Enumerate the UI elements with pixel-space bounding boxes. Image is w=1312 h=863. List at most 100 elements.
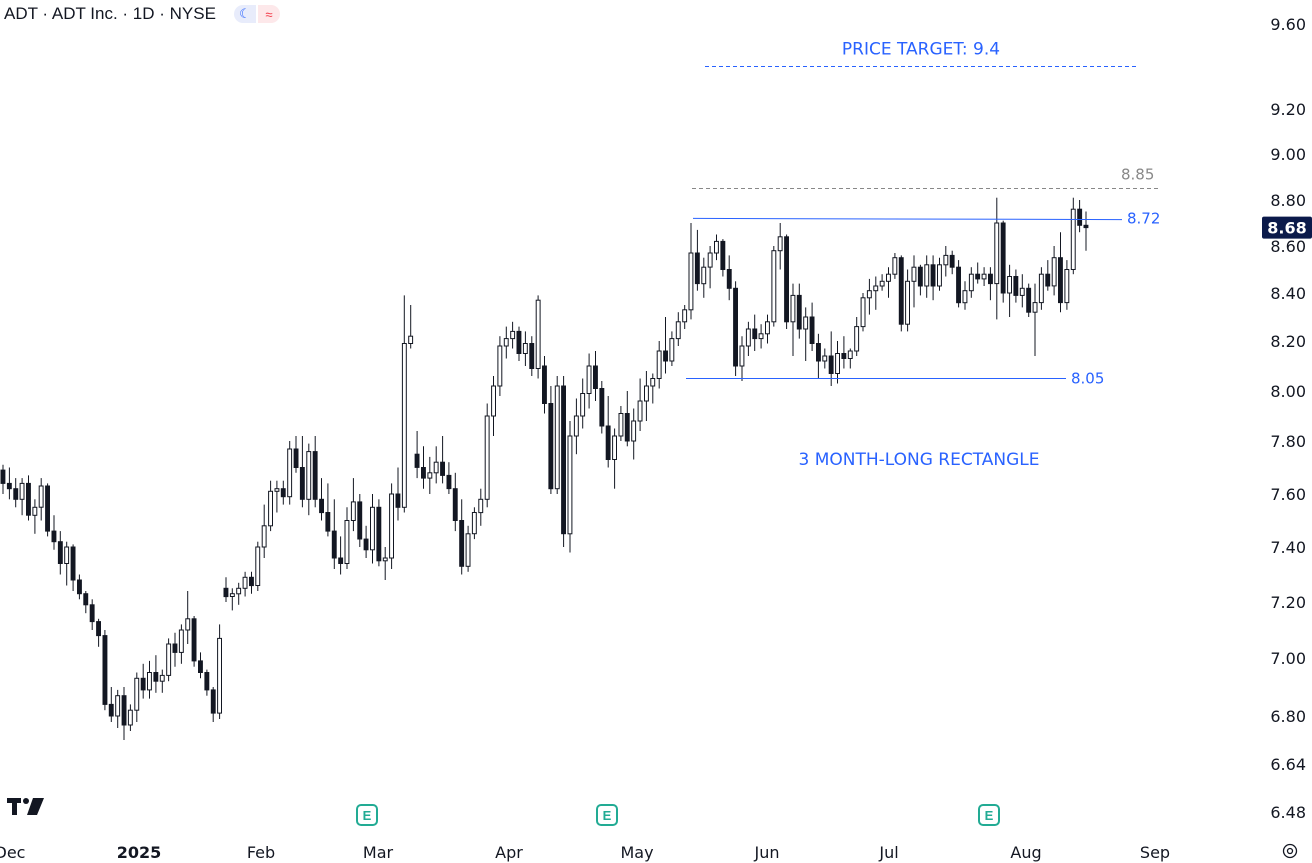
candle-body <box>656 350 662 379</box>
x-axis-tick-label: Feb <box>247 843 275 862</box>
candle-body <box>937 264 942 287</box>
x-axis-tick-label: Apr <box>495 843 523 862</box>
candle <box>382 547 388 580</box>
candle <box>554 376 560 494</box>
x-axis-tick-label: Jun <box>754 843 780 862</box>
gear-icon[interactable] <box>1281 842 1299 860</box>
candle-body <box>363 538 369 551</box>
candle <box>714 234 719 261</box>
x-axis-tick-label: 2025 <box>117 843 162 862</box>
candle <box>57 531 63 575</box>
candle-body <box>185 618 191 631</box>
tradingview-logo-icon[interactable] <box>6 794 46 818</box>
candle-body <box>873 285 879 292</box>
moon-icon[interactable]: ☾ <box>233 5 256 23</box>
candle <box>911 255 917 308</box>
candle-body <box>599 388 605 427</box>
candle-body <box>26 482 31 516</box>
candle <box>981 267 987 286</box>
candle <box>159 669 165 693</box>
candle <box>357 494 363 547</box>
candle-body <box>707 252 713 268</box>
candle-body <box>108 703 114 717</box>
candle <box>0 464 6 494</box>
candle <box>127 704 133 731</box>
candle-body <box>115 695 121 717</box>
candle-body <box>471 512 477 535</box>
candle <box>236 582 242 605</box>
candle <box>115 689 121 728</box>
header-toggles: ☾ ≈ <box>233 5 280 23</box>
candle <box>733 281 738 376</box>
candle <box>299 436 305 508</box>
y-axis-tick-label: 6.64 <box>1270 755 1306 774</box>
candle-body <box>554 385 560 490</box>
candle <box>612 428 617 489</box>
candle <box>567 421 573 553</box>
y-axis-tick-label: 6.48 <box>1270 803 1306 822</box>
candle <box>796 283 802 339</box>
candle <box>153 655 159 693</box>
candle <box>924 255 930 298</box>
candle <box>975 262 981 284</box>
candle <box>510 321 516 349</box>
x-axis[interactable]: Dec 2025 Feb Mar Apr May Jun Jul Aug Sep <box>0 843 1170 862</box>
candle-body <box>319 498 325 514</box>
candle <box>102 630 108 711</box>
candle-body <box>484 415 490 500</box>
candle <box>325 483 331 537</box>
candle <box>459 499 465 575</box>
candle-body <box>726 269 732 289</box>
candle <box>446 462 452 494</box>
candle-body <box>720 240 726 270</box>
candle <box>121 687 127 740</box>
earnings-e-icon[interactable]: E <box>978 804 1000 826</box>
candle <box>816 333 821 379</box>
candle <box>949 250 955 275</box>
candle <box>491 376 497 436</box>
candle <box>605 396 611 468</box>
candle <box>618 406 624 441</box>
earnings-e-icon[interactable]: E <box>356 804 378 826</box>
candle <box>319 478 325 521</box>
candle-body <box>694 252 700 285</box>
earnings-e-icon[interactable]: E <box>596 804 618 826</box>
candle-body <box>835 353 840 374</box>
candle-body <box>866 290 872 299</box>
wave-icon[interactable]: ≈ <box>257 5 280 23</box>
candle-body <box>739 345 745 367</box>
candle <box>637 378 643 431</box>
candle-body <box>370 506 375 551</box>
candle <box>535 295 541 379</box>
candle-body <box>446 474 452 490</box>
candle-body <box>784 236 789 323</box>
candle-body <box>382 557 388 562</box>
candle <box>204 669 210 696</box>
candle <box>663 317 668 374</box>
candle-body <box>644 385 649 402</box>
candle-body <box>389 493 395 559</box>
candle-body <box>280 488 286 498</box>
candle-body <box>77 579 82 595</box>
candle <box>1077 200 1083 233</box>
candle <box>542 356 547 414</box>
candle-body <box>350 501 356 521</box>
candle-body <box>567 435 573 535</box>
candle-body <box>943 254 949 266</box>
candle-body <box>624 413 630 442</box>
symbol-title[interactable]: ADT · ADT Inc. · 1D · NYSE <box>4 4 216 23</box>
candle <box>682 305 688 329</box>
candle <box>178 624 184 664</box>
y-axis[interactable]: 9.60 9.20 9.00 8.80 8.60 8.40 8.20 8.00 7.80 7.60… <box>1270 15 1306 822</box>
candle-body <box>172 643 178 653</box>
candle-body <box>178 629 184 653</box>
candle <box>45 483 50 537</box>
x-axis-tick-label: May <box>620 843 653 862</box>
candle-body <box>255 546 261 586</box>
candle-body <box>376 506 382 562</box>
candle-body <box>733 287 738 367</box>
candle-body <box>89 604 95 623</box>
candle <box>561 376 566 547</box>
candle <box>956 260 961 308</box>
